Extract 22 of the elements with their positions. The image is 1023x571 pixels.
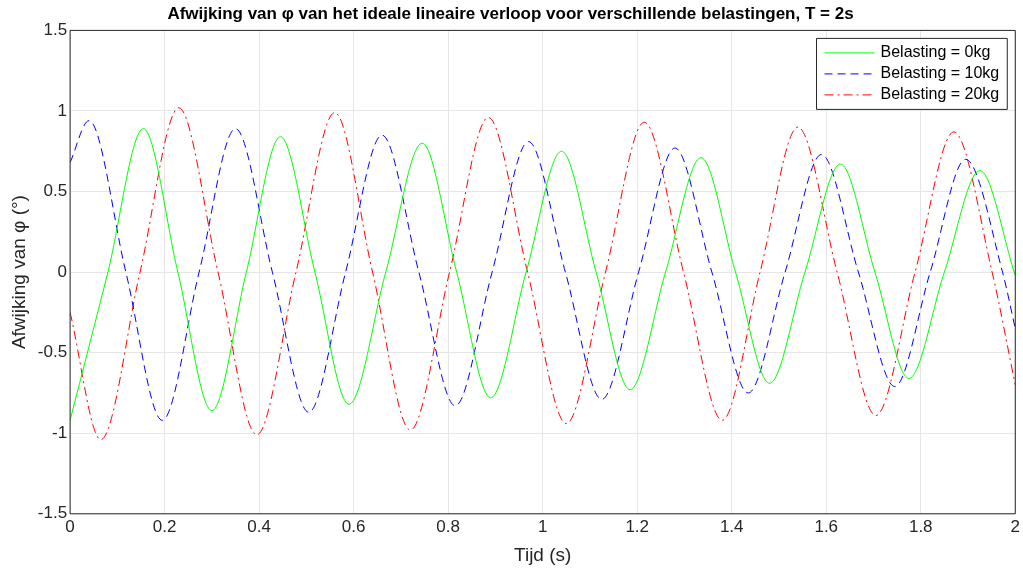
legend-label: Belasting = 10kg [880,64,1000,82]
x-axis-title: Tijd (s) [514,543,572,565]
x-tick-label: 1.6 [814,516,839,536]
x-tick-label: 0.6 [341,516,366,536]
x-tick-label: 1 [537,516,548,536]
y-tick-label: 1 [57,100,68,120]
x-tick-label: 2 [1010,516,1021,536]
y-tick-label: 0 [57,261,68,281]
x-tick-label: 0.2 [152,516,177,536]
y-tick-label: -0.5 [37,342,68,362]
y-tick-label: 1.5 [43,20,68,40]
y-tick-label: -1 [51,422,68,442]
y-axis-title: Afwijking van φ (°) [7,195,29,350]
x-tick-label: 0.8 [436,516,460,536]
legend-label: Belasting = 20kg [880,85,1000,103]
x-tick-label: 1.2 [625,516,650,536]
legend-label: Belasting = 0kg [880,43,991,61]
chart-title: Afwijking van φ van het ideale lineaire verloop voor verschillende belastingen, T = 2s [167,3,854,23]
x-tick-label: 1.4 [719,516,744,536]
y-tick-label: 0.5 [43,181,68,201]
x-tick-label: 1.8 [908,516,933,536]
x-tick-label: 0.4 [247,516,271,536]
